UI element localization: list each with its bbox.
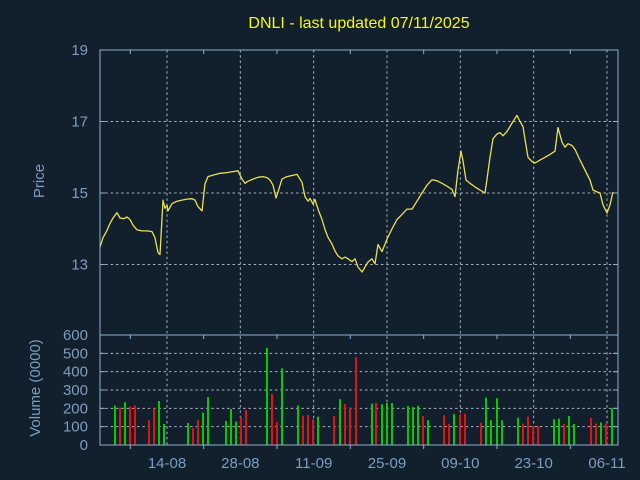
x-tick-label: 28-08	[221, 455, 259, 472]
price-y-tick-label: 17	[71, 114, 88, 131]
price-y-tick-label: 15	[71, 185, 88, 202]
volume-y-tick-label: 400	[63, 364, 88, 381]
series-layer	[99, 114, 614, 445]
volume-axis-label: Volume (0000)	[27, 339, 44, 437]
price-y-tick-label: 13	[71, 257, 88, 274]
price-line	[99, 114, 614, 273]
x-tick-label: 14-08	[148, 455, 186, 472]
price-axis-label: Price	[31, 164, 48, 198]
x-tick-label: 06-11	[588, 455, 625, 472]
volume-y-tick-label: 300	[63, 382, 88, 399]
x-tick-label: 09-10	[441, 455, 479, 472]
x-tick-label: 11-09	[295, 455, 332, 472]
volume-y-tick-label: 500	[63, 345, 88, 362]
volume-y-tick-label: 600	[63, 327, 88, 344]
volume-y-tick-label: 100	[63, 419, 88, 436]
x-tick-label: 23-10	[514, 455, 552, 472]
x-tick-label: 25-09	[368, 455, 406, 472]
volume-y-tick-label: 200	[63, 400, 88, 417]
plot-frames-layer	[99, 49, 619, 449]
chart-title: DNLI - last updated 07/11/2025	[248, 15, 469, 32]
volume-y-tick-label: 0	[80, 437, 88, 454]
price-y-tick-label: 19	[71, 42, 88, 59]
gridlines-layer	[100, 50, 618, 445]
